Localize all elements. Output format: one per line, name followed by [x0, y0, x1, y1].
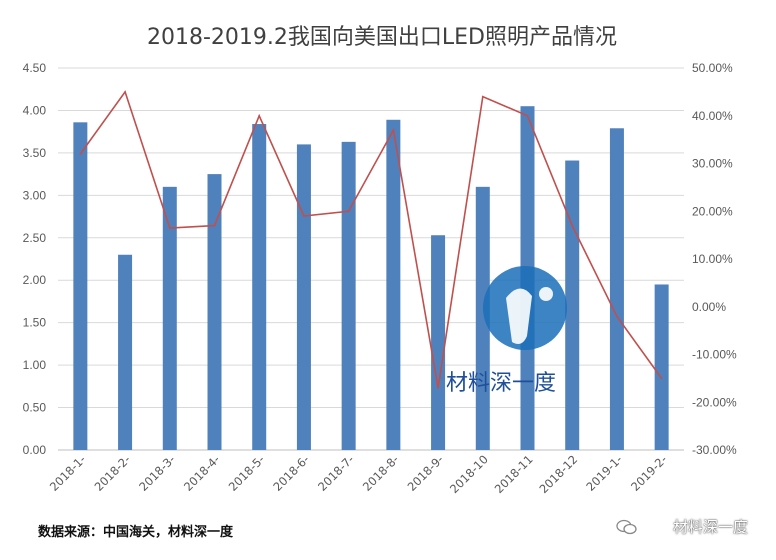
- left-tick-label: 0.00: [23, 443, 47, 457]
- right-tick-label: 10.00%: [692, 252, 733, 266]
- watermark-logo: 材料深一度: [446, 266, 567, 396]
- right-tick-label: 40.00%: [692, 109, 733, 123]
- line-path: [79, 90, 663, 389]
- x-tick-label: 2018-2-: [92, 452, 134, 494]
- right-tick-label: -10.00%: [692, 348, 737, 362]
- left-tick-label: 3.50: [23, 146, 47, 160]
- line-point: [347, 210, 350, 213]
- line-point: [481, 95, 484, 98]
- x-tick-label: 2019-2-: [628, 452, 670, 494]
- left-tick-label: 4.00: [23, 103, 47, 117]
- right-tick-label: -30.00%: [692, 443, 737, 457]
- bar-series: [73, 106, 669, 451]
- bar: [654, 284, 669, 450]
- left-tick-label: 2.00: [23, 273, 47, 287]
- account-name: 材料深一度: [672, 518, 748, 536]
- line-point: [571, 224, 574, 227]
- bar: [252, 124, 267, 450]
- x-tick-label: 2018-6-: [270, 452, 312, 494]
- left-tick-label: 0.50: [23, 401, 47, 415]
- chart-title: 2018-2019.2我国向美国出口LED照明产品情况: [147, 25, 617, 50]
- line-point: [526, 114, 529, 117]
- left-tick-label: 4.50: [23, 61, 47, 75]
- watermark-text: 材料深一度: [446, 371, 556, 396]
- x-tick-label: 2018-10: [447, 452, 491, 496]
- x-tick-label: 2018-12: [536, 452, 580, 496]
- x-tick-label: 2018-8-: [360, 452, 402, 494]
- right-axis-ticks: -30.00% -20.00% -10.00% 0.00% 10.00% 20.00% 30…: [692, 61, 737, 457]
- bar: [565, 160, 580, 451]
- x-tick-label: 2018-3-: [136, 452, 178, 494]
- x-axis-ticks: 2018-1- 2018-2- 2018-3- 2018-4- 2018-5- 2018-…: [47, 452, 670, 496]
- left-tick-label: 1.50: [23, 316, 47, 330]
- bar: [118, 254, 133, 450]
- watermark-dot: [539, 287, 553, 301]
- line-point: [660, 377, 663, 380]
- bar: [73, 122, 88, 450]
- line-point: [79, 153, 82, 155]
- line-point: [303, 215, 305, 217]
- line-point: [124, 91, 126, 93]
- bar: [386, 119, 401, 450]
- bar: [207, 174, 222, 450]
- line-point: [437, 387, 439, 389]
- x-tick-label: 2018-9-: [405, 452, 447, 494]
- left-tick-label: 3.00: [23, 188, 47, 202]
- data-source-note: 数据来源：中国海关，材料深一度: [38, 525, 234, 540]
- bar: [431, 235, 446, 450]
- x-tick-label: 2018-5-: [226, 452, 268, 494]
- wechat-icon: [616, 519, 637, 535]
- line-point: [258, 114, 261, 117]
- right-tick-label: -20.00%: [692, 395, 737, 409]
- line-point: [213, 224, 216, 227]
- line-series: [79, 90, 663, 389]
- bar: [296, 144, 311, 450]
- right-tick-label: 20.00%: [692, 204, 733, 218]
- x-tick-label: 2018-4-: [181, 452, 223, 494]
- x-tick-label: 2018-7-: [315, 452, 357, 494]
- gridlines: [58, 67, 684, 451]
- x-tick-label: 2018-11: [492, 452, 536, 496]
- right-tick-label: 50.00%: [692, 61, 733, 75]
- x-tick-label: 2018-1-: [47, 452, 89, 494]
- line-point: [168, 227, 171, 229]
- line-point: [616, 315, 618, 318]
- left-tick-label: 1.00: [23, 358, 47, 372]
- bar: [162, 186, 177, 450]
- bar: [341, 141, 356, 450]
- right-tick-label: 0.00%: [692, 300, 726, 314]
- left-tick-label: 2.50: [23, 231, 47, 245]
- x-tick-label: 2019-1-: [583, 452, 625, 494]
- line-point: [392, 129, 395, 131]
- right-tick-label: 30.00%: [692, 157, 733, 171]
- watermark-mark: [506, 288, 532, 344]
- bar: [475, 186, 490, 450]
- bar: [609, 128, 624, 450]
- left-axis-ticks: 0.00 0.50 1.00 1.50 2.00 2.50 3.00 3.50 4.00 4.50: [23, 61, 47, 457]
